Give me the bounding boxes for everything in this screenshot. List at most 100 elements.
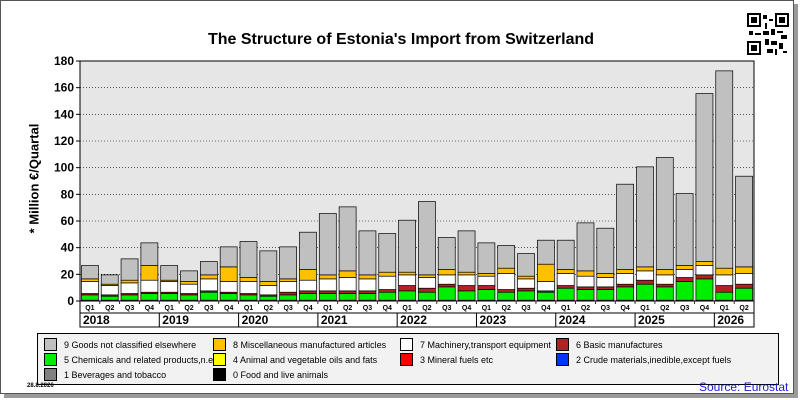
- bar-segment: [537, 281, 555, 292]
- x-tick-label: Q1: [323, 305, 332, 312]
- legend-item: 5 Chemicals and related products,n.e.s.: [44, 353, 223, 366]
- source-label: Source: Eurostat: [699, 380, 789, 394]
- legend-swatch: [44, 368, 57, 381]
- bar-segment: [517, 287, 535, 292]
- legend-label: 9 Goods not classified elsewhere: [64, 339, 197, 350]
- y-tick-label: 20: [61, 267, 75, 281]
- bar-segment: [140, 242, 159, 266]
- y-tick-label: 40: [61, 241, 75, 255]
- bar-segment: [537, 239, 555, 265]
- bar-segment: [675, 193, 694, 266]
- bar-segment: [695, 265, 714, 276]
- bar-segment: [497, 291, 516, 301]
- bar-segment: [259, 285, 278, 296]
- bar-segment: [735, 283, 753, 289]
- bar-segment: [140, 265, 159, 281]
- year-label: 2026: [717, 313, 744, 327]
- bar-segment: [279, 294, 297, 301]
- bar-segment: [477, 242, 496, 274]
- legend-label: 6 Basic manufactures: [576, 339, 663, 350]
- x-tick-label: Q2: [581, 305, 590, 312]
- bar-segment: [715, 274, 734, 286]
- year-label: 2022: [400, 313, 427, 327]
- bar-segment: [517, 253, 535, 277]
- bar-segment: [636, 283, 654, 301]
- bar-segment: [636, 279, 654, 285]
- x-tick-label: Q1: [244, 305, 253, 312]
- bar-segment: [437, 274, 456, 285]
- x-tick-label: Q2: [105, 305, 114, 312]
- bar-segment: [358, 230, 377, 276]
- bar-segment: [219, 246, 238, 268]
- bar-segment: [576, 222, 595, 272]
- x-tick-label: Q4: [383, 305, 392, 312]
- legend-item: 0 Food and live animals: [213, 368, 328, 381]
- bar-segment: [318, 213, 337, 276]
- x-tick-label: Q2: [184, 305, 193, 312]
- bar-segment: [299, 293, 317, 301]
- bar-segment: [418, 277, 436, 289]
- bar-segment: [100, 274, 119, 285]
- bar-segment: [517, 275, 535, 280]
- bar-segment: [120, 294, 139, 301]
- bar-segment: [338, 293, 357, 301]
- x-tick-label: Q3: [601, 305, 610, 312]
- year-label: 2024: [559, 313, 586, 327]
- bar-segment: [437, 283, 456, 288]
- bar-segment: [556, 239, 575, 270]
- y-tick-label: 140: [54, 107, 74, 121]
- bar-segment: [556, 285, 575, 289]
- year-label: 2019: [162, 313, 189, 327]
- x-tick-label: Q2: [343, 305, 352, 312]
- bar-segment: [497, 245, 516, 269]
- bar-segment: [497, 267, 516, 274]
- bar-segment: [239, 277, 258, 282]
- bar-segment: [675, 277, 694, 282]
- legend-label: 5 Chemicals and related products,n.e.s.: [64, 354, 223, 365]
- legend-swatch: [44, 353, 57, 366]
- bar-segment: [497, 273, 516, 290]
- chart-title: The Structure of Estonia's Import from S…: [207, 31, 595, 48]
- x-tick-label: Q3: [521, 305, 530, 312]
- bar-segment: [596, 289, 615, 301]
- bar-segment: [675, 265, 694, 270]
- legend-label: 7 Machinery,transport equipment: [420, 339, 551, 350]
- bar-segment: [259, 295, 278, 301]
- legend-label: 4 Animal and vegetable oils and fats: [233, 354, 378, 365]
- legend-swatch: [556, 353, 569, 366]
- bar-segment: [537, 263, 555, 282]
- legend-item: 3 Mineral fuels etc: [400, 353, 493, 366]
- bar-segment: [695, 261, 714, 266]
- bar-segment: [100, 295, 119, 301]
- bar-segment: [616, 183, 634, 270]
- bar-segment: [259, 250, 278, 282]
- bar-segment: [219, 281, 238, 293]
- bar-segment: [636, 266, 654, 272]
- year-label: 2018: [83, 313, 110, 327]
- bar-segment: [279, 281, 297, 293]
- x-tick-label: Q4: [145, 305, 154, 312]
- y-tick-label: 160: [54, 81, 74, 95]
- legend-label: 0 Food and live animals: [233, 369, 329, 380]
- bar-segment: [120, 279, 139, 284]
- bar-segment: [437, 286, 456, 301]
- legend-item: 7 Machinery,transport equipment: [400, 338, 551, 351]
- legend-item: 1 Beverages and tobacco: [44, 368, 166, 381]
- bar-segment: [735, 175, 753, 268]
- x-tick-label: Q4: [541, 305, 550, 312]
- bar-segment: [299, 279, 317, 292]
- bar-segment: [636, 270, 654, 281]
- legend-swatch: [213, 368, 226, 381]
- legend-swatch: [556, 338, 569, 351]
- x-tick-label: Q3: [283, 305, 292, 312]
- bar-segment: [318, 290, 337, 294]
- bar-segment: [279, 246, 297, 280]
- bar-segment: [418, 291, 436, 301]
- bar-segment: [735, 266, 753, 274]
- bar-segment: [219, 293, 238, 301]
- bar-segment: [556, 287, 575, 301]
- bar-segment: [418, 287, 436, 293]
- bar-segment: [457, 230, 476, 273]
- bar-segment: [398, 271, 416, 276]
- legend-label: 8 Miscellaneous manufactured articles: [233, 339, 387, 350]
